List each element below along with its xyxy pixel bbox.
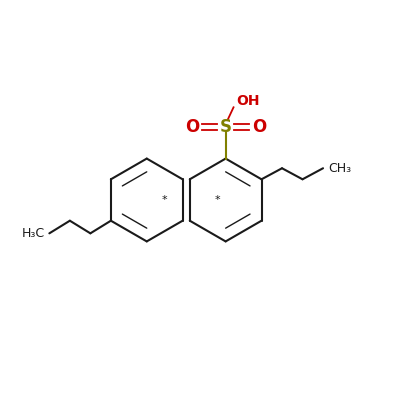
Text: CH₃: CH₃ <box>328 162 351 175</box>
Text: *: * <box>215 195 220 205</box>
Text: O: O <box>252 118 266 136</box>
Text: O: O <box>185 118 200 136</box>
Text: H₃C: H₃C <box>22 227 45 240</box>
Text: *: * <box>162 195 167 205</box>
Text: S: S <box>220 118 232 136</box>
Text: OH: OH <box>237 94 260 108</box>
